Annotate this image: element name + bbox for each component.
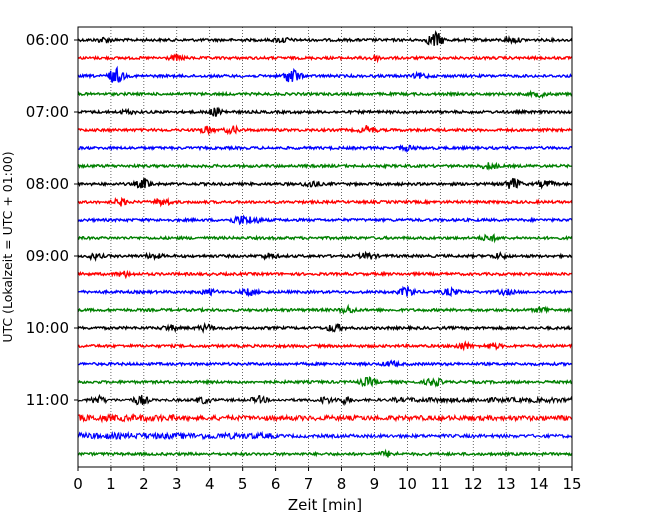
trace-line <box>77 359 573 368</box>
trace-line <box>77 393 573 406</box>
y-tick-label: 10:00 <box>26 319 69 337</box>
y-tick-label: 06:00 <box>26 31 69 49</box>
x-tick-label: 5 <box>238 475 248 493</box>
trace-line <box>77 412 573 424</box>
x-tick-label: 12 <box>464 475 483 493</box>
x-tick-label: 8 <box>337 475 347 493</box>
y-tick-label: 08:00 <box>26 175 69 193</box>
x-tick-label: 3 <box>172 475 182 493</box>
trace-line <box>77 376 573 388</box>
trace-line <box>77 285 573 298</box>
trace-line <box>77 448 573 458</box>
traces <box>77 30 573 458</box>
trace-line <box>77 89 573 99</box>
y-axis: 06:00 07:00 08:00 09:00 10:00 11:00 <box>26 31 78 409</box>
y-tick-label: 09:00 <box>26 247 69 265</box>
x-tick-label: 15 <box>562 475 581 493</box>
trace-line <box>77 161 572 171</box>
trace-line <box>77 65 573 83</box>
trace-line <box>77 430 573 441</box>
trace-line <box>77 303 573 315</box>
trace-line <box>77 177 573 190</box>
plot-frame <box>77 26 573 468</box>
x-axis: 0 1 2 3 4 5 6 7 8 9 10 11 12 13 14 15 <box>73 467 582 493</box>
trace-line <box>77 52 573 64</box>
y-tick-label: 07:00 <box>26 103 69 121</box>
trace-line <box>77 106 573 117</box>
trace-line <box>77 144 573 153</box>
grid <box>110 27 540 467</box>
x-tick-label: 9 <box>370 475 380 493</box>
trace-line <box>77 124 573 137</box>
x-tick-label: 14 <box>530 475 549 493</box>
trace-line <box>77 250 573 262</box>
x-tick-label: 7 <box>304 475 314 493</box>
trace-line <box>77 233 573 244</box>
x-tick-label: 10 <box>398 475 417 493</box>
x-axis-label: Zeit [min] <box>288 496 362 514</box>
x-tick-label: 6 <box>271 475 281 493</box>
x-tick-label: 2 <box>139 475 149 493</box>
x-tick-label: 1 <box>106 475 116 493</box>
y-tick-label: 11:00 <box>26 391 69 409</box>
trace-line <box>77 340 573 352</box>
x-tick-label: 0 <box>73 475 83 493</box>
x-tick-label: 13 <box>497 475 516 493</box>
y-axis-label: UTC (Lokalzeit = UTC + 01:00) <box>0 151 15 342</box>
x-tick-label: 11 <box>431 475 450 493</box>
x-tick-label: 4 <box>205 475 215 493</box>
trace-line <box>77 269 573 280</box>
trace-line <box>77 196 573 208</box>
trace-line <box>77 214 573 226</box>
trace-line <box>77 30 573 46</box>
trace-line <box>77 321 573 334</box>
